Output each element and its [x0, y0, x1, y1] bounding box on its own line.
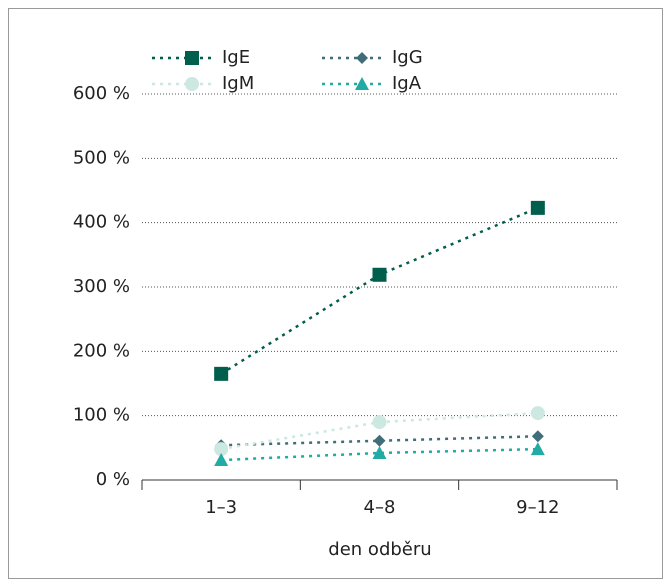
marker — [372, 445, 387, 459]
y-tick-label: 600 % — [73, 83, 130, 104]
y-tick-label: 400 % — [73, 212, 130, 233]
y-tick-label: 300 % — [73, 276, 130, 297]
marker — [214, 366, 229, 381]
y-tick-label: 100 % — [73, 405, 130, 426]
marker — [355, 77, 369, 90]
marker — [185, 77, 199, 91]
legend-label: IgE — [222, 47, 250, 68]
legend-label: IgM — [222, 73, 254, 94]
marker — [372, 415, 387, 430]
y-tick-label: 500 % — [73, 147, 130, 168]
y-tick-label: 0 % — [96, 469, 130, 490]
marker — [530, 442, 545, 456]
x-tick-label: 4–8 — [364, 497, 396, 518]
marker — [356, 52, 368, 64]
marker — [530, 200, 545, 215]
legend-label: IgG — [392, 47, 423, 68]
x-tick-label: 1–3 — [205, 497, 237, 518]
marker — [214, 453, 229, 467]
legend-label: IgA — [392, 73, 422, 94]
series-line — [221, 447, 538, 462]
y-tick-label: 200 % — [73, 340, 130, 361]
marker — [373, 434, 386, 447]
marker — [185, 51, 199, 65]
x-tick-label: 9–12 — [516, 497, 559, 518]
x-axis-label: den odběru — [328, 539, 431, 560]
series-line — [220, 206, 539, 375]
marker — [214, 442, 229, 457]
marker — [530, 406, 545, 421]
marker — [531, 430, 544, 443]
frame — [8, 8, 663, 579]
marker — [372, 267, 387, 282]
